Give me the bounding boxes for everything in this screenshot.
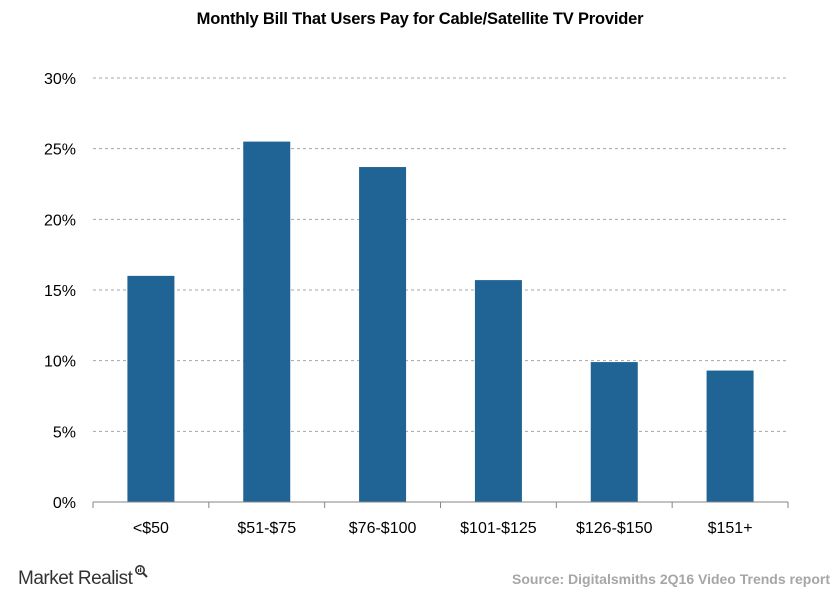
- y-tick-label: 10%: [44, 354, 76, 371]
- y-tick-label: 5%: [53, 424, 76, 441]
- bar: [359, 167, 407, 503]
- gridlines: [93, 77, 788, 432]
- x-tick-label: <$50: [133, 520, 169, 537]
- y-tick-label: 25%: [44, 142, 76, 159]
- bar: [590, 362, 638, 502]
- y-tick-label: 20%: [44, 212, 76, 229]
- bar: [706, 370, 754, 502]
- bar: [127, 275, 175, 502]
- x-tick-label: $76-$100: [349, 520, 417, 537]
- y-tick-label: 15%: [44, 283, 76, 300]
- chart-title: Monthly Bill That Users Pay for Cable/Sa…: [196, 10, 644, 28]
- bar: [474, 280, 522, 502]
- x-tick-label: $151+: [708, 520, 753, 537]
- source-note: Source: Digitalsmiths 2Q16 Video Trends …: [512, 571, 830, 587]
- bar: [243, 141, 291, 502]
- market-realist-logo: Market Realist: [18, 565, 149, 590]
- x-axis: <$50 $51-$75 $76-$100 $101-$125 $126-$150 $15…: [92, 501, 789, 537]
- y-tick-label: 0%: [53, 495, 76, 512]
- magnifier-icon: [134, 562, 149, 584]
- x-tick-label: $51-$75: [237, 520, 296, 537]
- bars: [127, 141, 754, 503]
- x-tick-label: $126-$150: [576, 520, 653, 537]
- brand-name: Market Realist: [18, 568, 133, 589]
- x-tick-label: $101-$125: [460, 520, 537, 537]
- y-tick-label: 30%: [44, 71, 76, 88]
- y-axis-ticks: 0% 5% 10% 15% 20% 25% 30%: [44, 71, 76, 512]
